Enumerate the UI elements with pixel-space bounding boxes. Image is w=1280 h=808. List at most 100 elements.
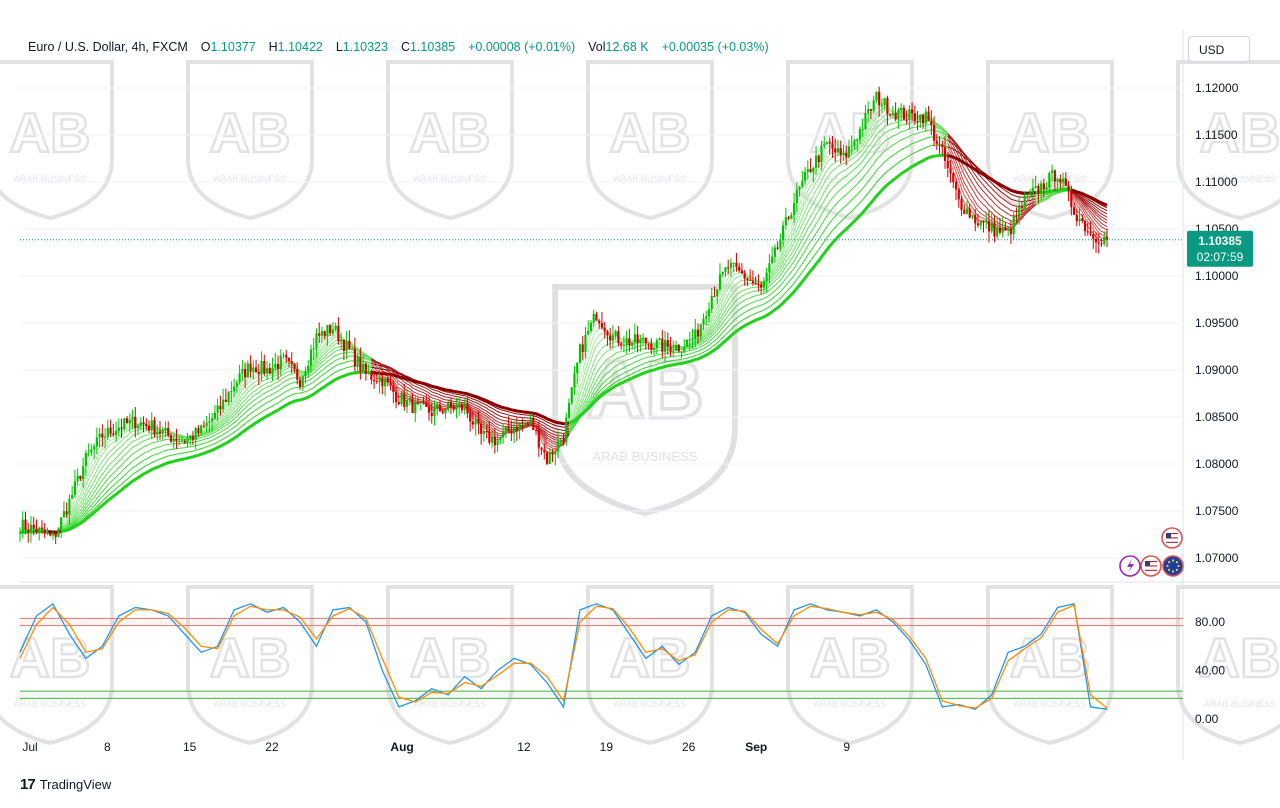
candle-body xyxy=(1075,214,1078,222)
candle-body xyxy=(1081,218,1084,222)
candle-body xyxy=(680,351,683,353)
candle-body xyxy=(732,262,735,264)
tradingview-brand[interactable]: 17 TradingView xyxy=(20,776,111,793)
candle-body xyxy=(381,377,384,387)
candle-body xyxy=(21,519,24,533)
candle-body xyxy=(27,529,30,532)
candle-body xyxy=(216,405,219,413)
candle-body xyxy=(1012,216,1015,235)
candle-body xyxy=(674,344,678,351)
candle-body xyxy=(455,405,458,410)
candle-body xyxy=(576,362,579,374)
candle-body xyxy=(76,475,79,482)
candle-body xyxy=(502,431,505,438)
candle-body xyxy=(581,344,584,353)
ema-line xyxy=(568,124,949,434)
flag-canton xyxy=(1145,561,1150,566)
candle-body xyxy=(702,318,705,325)
price-tick-label: 1.09500 xyxy=(1195,316,1239,330)
candle-body xyxy=(351,348,354,350)
candle-body xyxy=(691,338,694,340)
stochastic-panel: 80.00 40.00 0.00 xyxy=(19,602,1225,726)
event-icons[interactable] xyxy=(1119,527,1184,577)
eu-event-icon[interactable] xyxy=(1162,555,1184,577)
candle-body xyxy=(73,481,76,496)
candle-body xyxy=(661,338,664,352)
watermark-shield-outline xyxy=(786,585,914,746)
candle-body xyxy=(814,155,818,168)
candle-body xyxy=(493,436,496,446)
candle-body xyxy=(469,413,472,422)
candle-body xyxy=(312,348,315,350)
ema-line xyxy=(60,342,372,531)
time-tick-label: Aug xyxy=(390,740,413,754)
candle-body xyxy=(1089,232,1092,234)
candle-body xyxy=(784,217,787,226)
candle-body xyxy=(474,419,477,425)
candle-body xyxy=(864,113,867,129)
us-event-icon[interactable] xyxy=(1161,527,1183,549)
ema-line xyxy=(60,339,372,531)
candle-body xyxy=(1051,170,1054,173)
candle-body xyxy=(1034,186,1037,188)
eu-star xyxy=(1177,564,1180,568)
candle-body xyxy=(499,437,502,441)
candle-body xyxy=(746,278,749,280)
ema-line xyxy=(568,144,948,427)
watermark-brand: ARAB BUSINESS xyxy=(614,174,687,184)
candle-body xyxy=(430,412,433,417)
candle-body xyxy=(205,422,208,426)
candle-body xyxy=(556,441,560,452)
volume-value: 12.68 K xyxy=(605,40,649,54)
lightning-event-icon[interactable] xyxy=(1119,555,1141,577)
candle-body xyxy=(823,143,826,146)
candle-body xyxy=(875,91,878,101)
watermark-shield-icon: AB ARAB BUSINESS xyxy=(186,60,314,221)
candle-body xyxy=(614,331,617,336)
symbol-name[interactable]: Euro / U.S. Dollar, 4h, FXCM xyxy=(28,40,188,54)
candle-body xyxy=(147,426,151,431)
candle-body xyxy=(1097,242,1100,244)
candle-body xyxy=(587,330,590,335)
candle-body xyxy=(801,180,804,187)
watermark-shield-outline xyxy=(0,60,114,221)
candle-body xyxy=(436,404,439,409)
candle-body xyxy=(740,270,744,274)
candle-body xyxy=(326,325,329,337)
candle-body xyxy=(666,340,669,347)
price-tag[interactable] xyxy=(1187,230,1253,267)
candle-body xyxy=(1105,236,1109,240)
candle-body xyxy=(213,412,216,419)
candle-body xyxy=(993,222,996,237)
candle-body xyxy=(276,363,280,370)
candle-body xyxy=(625,338,628,345)
watermark-brand: ARAB BUSINESS xyxy=(14,699,87,709)
candle-body xyxy=(370,372,373,380)
high-value: 1.10422 xyxy=(277,40,323,54)
candle-body xyxy=(990,222,993,232)
candle-body xyxy=(765,272,768,282)
candle-body xyxy=(982,220,985,223)
candle-body xyxy=(886,98,889,115)
ema-line xyxy=(371,362,570,432)
currency-button[interactable]: USD xyxy=(1188,36,1250,62)
candle-body xyxy=(908,109,911,120)
watermark-brand: ARAB BUSINESS xyxy=(814,174,887,184)
candle-body xyxy=(523,422,527,424)
candle-body xyxy=(600,322,604,328)
candle-body xyxy=(274,363,277,368)
candle-body xyxy=(891,113,894,115)
candle-body xyxy=(419,401,422,403)
candle-body xyxy=(131,416,134,420)
price-tag-countdown: 02:07:59 xyxy=(1197,250,1244,264)
price-tag-price: 1.10385 xyxy=(1198,234,1242,248)
candle-body xyxy=(485,430,488,432)
candle-body xyxy=(927,111,930,122)
watermark-shield-outline xyxy=(1176,60,1280,221)
us-event-icon[interactable] xyxy=(1140,555,1162,577)
candle-body xyxy=(452,406,455,410)
candle-body xyxy=(735,262,738,267)
candle-body xyxy=(718,274,722,290)
candle-body xyxy=(114,431,118,435)
